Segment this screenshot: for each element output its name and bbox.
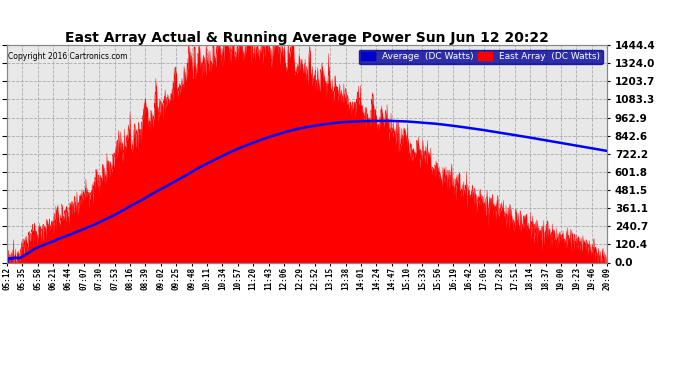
Title: East Array Actual & Running Average Power Sun Jun 12 20:22: East Array Actual & Running Average Powe… <box>65 31 549 45</box>
Legend: Average  (DC Watts), East Array  (DC Watts): Average (DC Watts), East Array (DC Watts… <box>359 50 602 64</box>
Text: Copyright 2016 Cartronics.com: Copyright 2016 Cartronics.com <box>8 51 127 60</box>
